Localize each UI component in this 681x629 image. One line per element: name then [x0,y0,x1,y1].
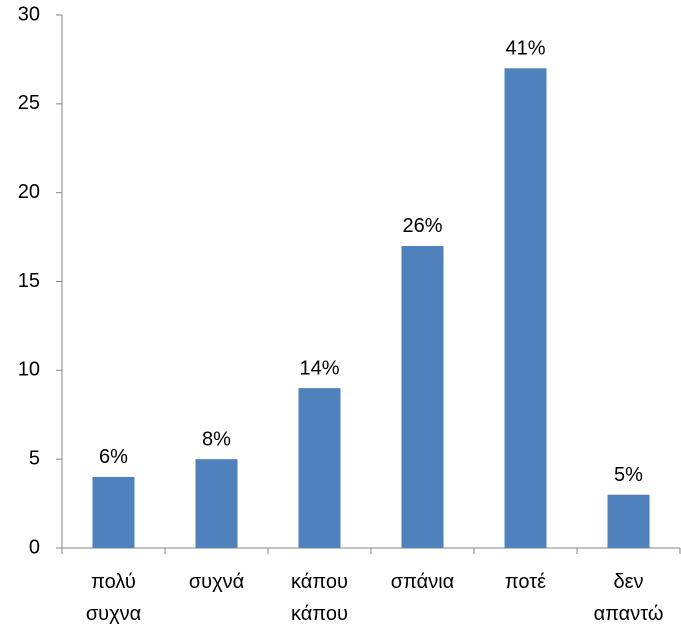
bar [92,476,135,548]
x-tick-label: συχνά [188,571,245,593]
data-label: 5% [614,464,643,486]
x-tick-label: πολύ συχνα [85,571,142,625]
x-tick-label: ποτέ [504,571,547,593]
bar [401,245,444,548]
data-label: 26% [402,215,442,237]
x-tick-label: σπάνια [390,571,455,593]
bar [298,388,341,548]
data-label: 8% [202,428,231,450]
data-label: 14% [299,357,339,379]
x-tick-label: κάπου κάπου [291,571,348,625]
bar [195,459,238,548]
y-tick-label: 0 [29,536,40,558]
y-tick-label: 20 [18,181,40,203]
x-tick-label: δεν απαντώ [593,571,664,625]
y-tick-label: 10 [18,359,40,381]
y-tick-label: 30 [18,3,40,25]
y-tick-label: 5 [29,447,40,469]
y-tick-label: 15 [18,270,40,292]
bar [504,68,547,549]
bar [607,494,650,548]
data-label: 41% [505,38,545,60]
y-tick-label: 25 [18,92,40,114]
data-label: 6% [99,446,128,468]
